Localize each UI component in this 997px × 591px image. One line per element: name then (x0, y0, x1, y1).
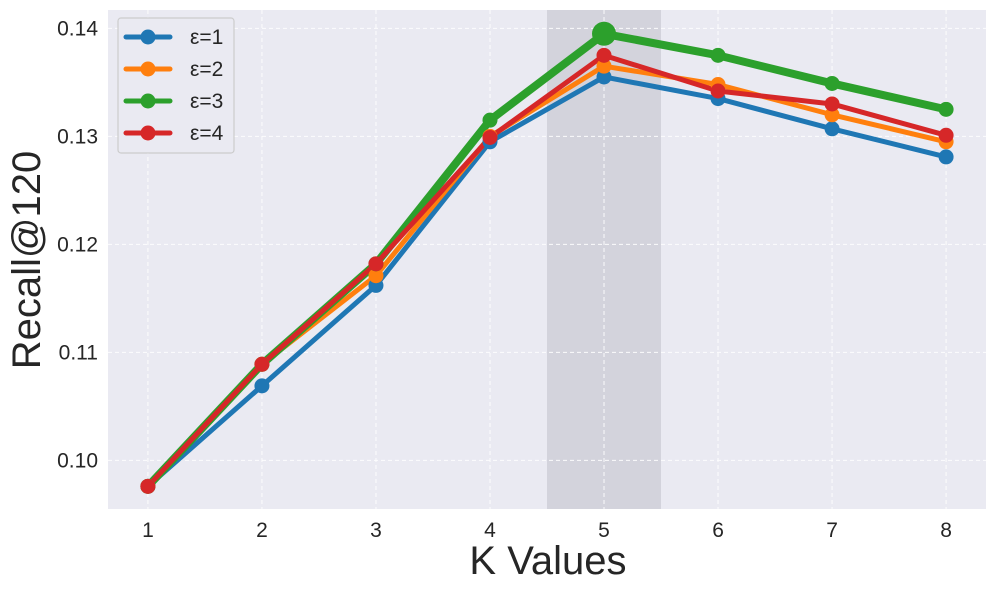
data-point-series-1 (254, 378, 270, 394)
data-point-series-4 (596, 47, 612, 63)
data-point-series-4 (254, 356, 270, 372)
data-point-series-1 (938, 149, 954, 165)
legend-label-2: ε=2 (190, 58, 223, 81)
y-tick-label: 0.12 (57, 233, 98, 256)
legend-label-1: ε=1 (190, 26, 223, 49)
legend-marker-4 (140, 125, 156, 141)
y-tick-label: 0.10 (57, 449, 98, 472)
data-point-series-4 (140, 478, 156, 494)
legend-marker-3 (140, 93, 156, 109)
data-point-series-3 (592, 21, 617, 46)
data-point-series-4 (710, 83, 726, 99)
legend: ε=1 ε=2 ε=3 ε=4 (117, 17, 235, 154)
y-tick-label: 0.11 (59, 341, 98, 364)
data-point-series-4 (824, 96, 840, 112)
legend-label-4: ε=4 (190, 122, 224, 145)
legend-box (117, 17, 235, 154)
x-tick-label: 6 (712, 519, 724, 542)
legend-label-3: ε=3 (190, 90, 223, 113)
x-tick-label: 8 (940, 519, 952, 542)
y-axis-title: Recall@120 (5, 151, 49, 370)
data-point-series-3 (482, 112, 498, 128)
data-point-series-4 (482, 129, 498, 145)
data-point-series-2 (596, 58, 612, 74)
data-point-series-3 (824, 75, 840, 91)
x-axis-title: K Values (469, 539, 626, 583)
data-point-series-1 (596, 69, 612, 85)
x-tick-label: 1 (142, 519, 154, 542)
legend-marker-1 (140, 29, 156, 45)
series-line-1 (145, 74, 949, 489)
data-point-series-4 (938, 127, 954, 143)
data-point-series-3 (710, 47, 726, 63)
x-tick-label: 5 (598, 519, 610, 542)
x-tick-label: 2 (256, 519, 268, 542)
y-tick-label: 0.14 (57, 17, 98, 40)
data-point-series-3 (938, 101, 954, 117)
y-tick-label: 0.13 (57, 125, 98, 148)
data-point-series-2 (824, 107, 840, 123)
data-point-series-1 (824, 121, 840, 137)
data-point-series-4 (368, 256, 384, 272)
x-tick-label: 3 (370, 519, 382, 542)
x-tick-label: 7 (826, 519, 838, 542)
series-line-4 (145, 52, 949, 489)
x-tick-label: 4 (484, 519, 496, 542)
data-point-series-2 (368, 268, 384, 284)
legend-marker-2 (140, 61, 156, 77)
